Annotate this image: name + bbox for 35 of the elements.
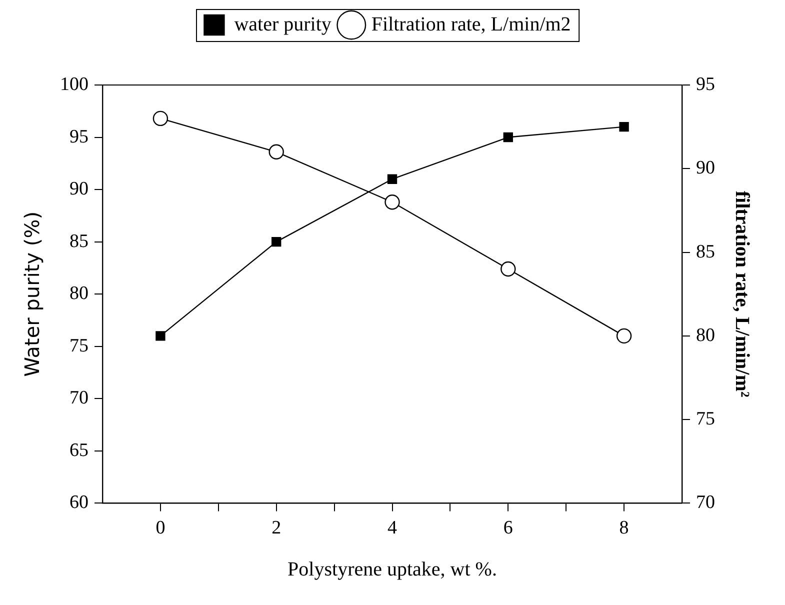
point (384, 194, 400, 210)
y2-tick-label: 85 (696, 241, 715, 262)
x-tick-label: 2 (272, 518, 282, 539)
point (268, 144, 284, 160)
y-tick-label: 95 (70, 126, 88, 148)
y-tick-label: 90 (70, 178, 88, 200)
y-tick-label: 60 (70, 492, 88, 514)
y2-tick-label: 75 (696, 408, 715, 430)
x-tick-label: 0 (156, 518, 166, 539)
legend-label: Filtration rate, L/min/m2 (371, 13, 571, 36)
y-tick-label: 65 (70, 440, 88, 461)
y-tick-label: 85 (70, 230, 88, 252)
y2-tick-label: 90 (696, 158, 715, 179)
legend-label: water purity (234, 13, 332, 36)
y-axis-title: Water purity (%) (20, 211, 44, 377)
y2-tick-label: 70 (696, 492, 715, 514)
y2-tick-label: 80 (696, 324, 715, 346)
x-tick-label: 8 (619, 518, 629, 539)
y-tick-label: 75 (70, 335, 88, 356)
y2-tick-label: 95 (696, 74, 715, 95)
y-tick-label: 80 (70, 283, 88, 304)
point (272, 236, 282, 247)
x-tick-label: 4 (388, 518, 398, 539)
point (619, 122, 629, 132)
point (387, 174, 398, 184)
y-tick-label: 70 (70, 388, 88, 409)
point (616, 328, 632, 344)
point (152, 110, 168, 126)
point (503, 132, 513, 142)
point (156, 331, 166, 341)
y2-axis-title: filtration rate, L/min/m² (730, 190, 753, 398)
x-axis-title: Polystyrene uptake, wt %. (288, 558, 497, 580)
y-tick-label: 100 (60, 74, 88, 95)
x-tick-label: 6 (503, 518, 513, 539)
point (500, 261, 516, 277)
